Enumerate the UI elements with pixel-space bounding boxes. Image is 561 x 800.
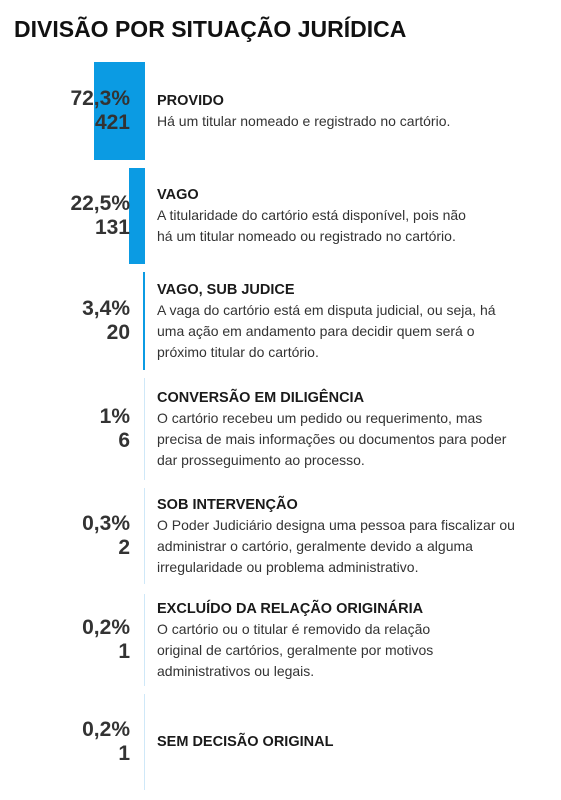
count-label: 1 — [118, 640, 130, 663]
category-description: A titularidade do cartório está disponív… — [157, 207, 466, 244]
count-label: 421 — [94, 111, 130, 134]
chart-row: 3,4% 20 VAGO, SUB JUDICE A vaga do cartório… — [0, 272, 561, 370]
chart-title: DIVISÃO POR SITUAÇÃO JURÍDICA — [14, 16, 407, 42]
value-labels: 0,3% 2 — [82, 512, 130, 560]
chart-row: 1% 6 CONVERSÃO EM DILIGÊNCIA O cartório rec… — [0, 378, 561, 480]
category-label: SEM DECISÃO ORIGINAL — [157, 734, 334, 750]
chart-row: 0,2% 1 EXCLUÍDO DA RELAÇÃO ORIGINÁRIA O car… — [0, 594, 561, 686]
value-labels: 72,3% 421 — [70, 87, 130, 135]
chart-bar — [94, 62, 145, 160]
category-description-block: SOB INTERVENÇÃO O Poder Judiciário design… — [157, 495, 557, 578]
category-label: VAGO — [157, 187, 199, 203]
chart-row: 72,3% 421 PROVIDO Há um titular nomeado e r… — [0, 62, 561, 160]
category-label: CONVERSÃO EM DILIGÊNCIA — [157, 390, 365, 406]
value-labels: 1% 6 — [100, 405, 130, 453]
category-label: PROVIDO — [157, 93, 224, 109]
count-label: 6 — [118, 429, 130, 452]
category-description: O Poder Judiciário designa uma pessoa pa… — [157, 517, 515, 575]
category-description: O cartório recebeu um pedido ou requerim… — [157, 410, 507, 468]
category-description-block: VAGO A titularidade do cartório está disp… — [157, 185, 557, 247]
chart-bar — [142, 272, 145, 370]
category-description-block: SEM DECISÃO ORIGINAL — [157, 732, 557, 752]
percent-label: 0,2% — [82, 718, 130, 741]
percent-label: 72,3% — [70, 87, 130, 110]
chart-row: 0,2% 1 SEM DECISÃO ORIGINAL — [0, 694, 561, 790]
value-labels: 22,5% 131 — [70, 192, 130, 240]
count-label: 20 — [106, 321, 130, 344]
category-description-block: VAGO, SUB JUDICE A vaga do cartório está … — [157, 280, 557, 363]
category-label: EXCLUÍDO DA RELAÇÃO ORIGINÁRIA — [157, 601, 424, 617]
category-label: VAGO, SUB JUDICE — [157, 282, 295, 298]
percent-label: 3,4% — [82, 297, 130, 320]
value-labels: 0,2% 1 — [82, 616, 130, 664]
category-description: A vaga do cartório está em disputa judic… — [157, 302, 496, 360]
value-labels: 0,2% 1 — [82, 718, 130, 766]
count-label: 2 — [118, 536, 130, 559]
percent-label: 22,5% — [70, 192, 130, 215]
category-label: SOB INTERVENÇÃO — [157, 497, 298, 513]
chart-row: 0,3% 2 SOB INTERVENÇÃO O Poder Judiciário d… — [0, 488, 561, 584]
chart-row: 22,5% 131 VAGO A titularidade do cartório e… — [0, 168, 561, 264]
count-label: 131 — [94, 216, 130, 239]
percent-label: 0,3% — [82, 512, 130, 535]
category-description-block: EXCLUÍDO DA RELAÇÃO ORIGINÁRIA O cartório… — [157, 599, 557, 682]
chart-bar — [143, 694, 145, 790]
chart-bar — [129, 168, 145, 264]
chart-bar — [143, 594, 145, 686]
category-description: O cartório ou o titular é removido da re… — [157, 621, 434, 679]
category-description-block: CONVERSÃO EM DILIGÊNCIA O cartório recebe… — [157, 388, 557, 471]
value-labels: 3,4% 20 — [82, 297, 130, 345]
chart-bar — [143, 488, 145, 584]
chart-bar — [143, 378, 145, 480]
percent-label: 1% — [99, 405, 130, 428]
category-description: Há um titular nomeado e registrado no ca… — [157, 113, 451, 129]
count-label: 1 — [118, 742, 130, 765]
percent-label: 0,2% — [82, 616, 130, 639]
category-description-block: PROVIDO Há um titular nomeado e registrad… — [157, 91, 557, 132]
